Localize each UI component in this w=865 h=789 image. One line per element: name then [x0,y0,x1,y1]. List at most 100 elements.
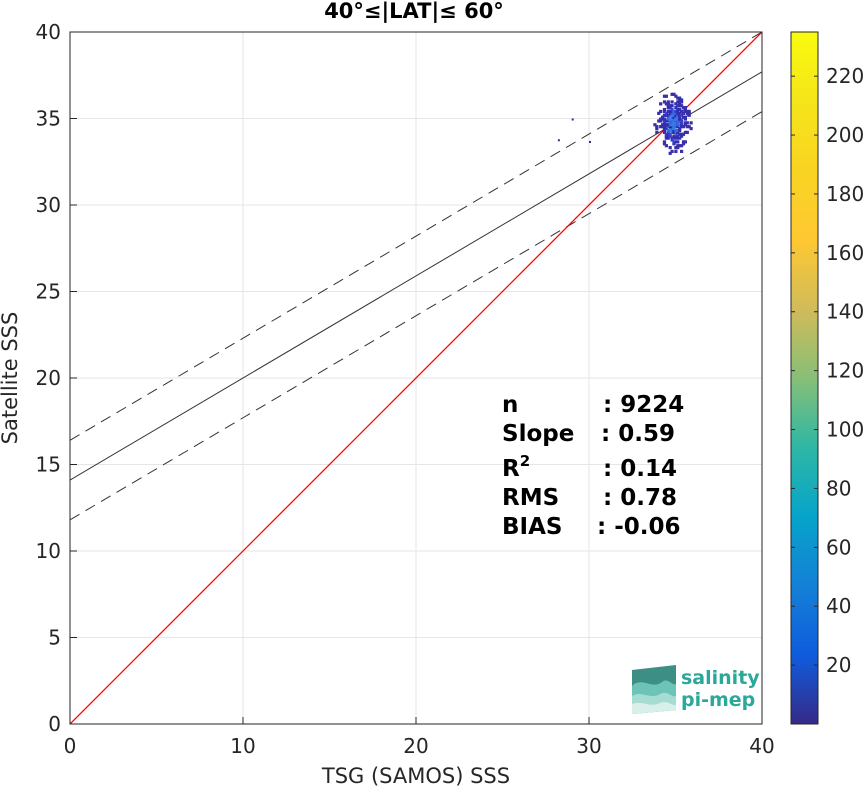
density-cell [664,94,668,98]
density-cell [678,115,682,119]
density-cell [666,125,670,129]
density-cell [666,106,670,110]
density-cell [676,100,680,104]
density-cell [662,125,667,129]
density-cell [664,123,668,127]
density-cell [683,130,688,134]
fit-lines [70,32,762,724]
density-cell [678,136,682,140]
colorbar-tick-label: 80 [826,476,851,500]
density-cell [672,130,676,134]
density-cell [670,104,674,108]
x-tick-label: 20 [403,734,428,758]
density-cell [668,125,672,129]
density-cell [670,138,674,142]
density-cell [676,140,680,144]
density-cell [672,119,676,123]
colorbar-tick-label: 20 [826,653,851,677]
x-tick-label: 10 [230,734,255,758]
outlier-point [589,140,591,143]
density-cell [662,142,667,146]
x-tick-label: 30 [576,734,601,758]
density-cell [672,113,676,117]
density-cell [674,115,678,119]
density-cell [674,111,678,115]
density-cell [678,104,682,108]
density-cell [681,125,686,129]
density-cell [672,123,676,127]
density-cell [681,106,686,110]
density-cell [672,142,676,146]
x-axis-label: TSG (SAMOS) SSS [321,764,510,788]
density-cell [679,134,684,138]
density-cell [681,115,686,119]
y-axis-label: Satellite SSS [0,312,22,445]
density-cell [670,107,674,112]
density-cell [678,144,682,148]
density-cell [662,126,667,131]
density-cell [672,125,676,129]
density-cell [683,107,688,112]
density-cell [668,132,672,136]
outlier-point [557,139,560,142]
density-cell [685,111,689,115]
colorbar-tick-label: 60 [826,535,851,559]
density-cell [670,121,674,125]
density-cell [664,119,668,123]
density-cell [664,144,668,148]
density-cell [676,119,680,123]
density-cell [672,111,676,115]
density-cell [672,128,676,133]
density-cell [674,106,678,110]
density-cell [660,125,665,129]
density-cell [662,117,667,121]
density-cell [666,123,670,127]
density-cell [672,121,676,125]
density-cell [668,151,672,155]
density-cell [676,109,680,114]
y-tick-label: 15 [36,453,61,477]
density-cluster [557,92,693,155]
density-cell [678,96,682,100]
density-cell [674,132,678,136]
colorbar-tick-label: 220 [826,64,864,88]
density-cell [672,109,676,114]
density-cell [662,107,667,112]
density-cell [674,94,678,98]
density-cell [662,94,667,98]
density-cell [666,119,670,123]
density-cell [687,111,691,115]
density-cell [666,104,670,108]
density-cell [676,146,680,150]
density-cell [674,109,678,114]
y-tick-label: 5 [48,626,61,650]
density-cell [666,134,670,138]
density-cell [676,104,680,108]
upper-band-line [70,32,762,441]
density-cell [664,132,668,136]
density-cell [666,132,670,136]
density-cell [674,134,678,138]
density-cell [672,117,676,121]
density-cell [674,125,678,129]
density-cell [670,125,674,129]
density-cell [678,121,682,125]
density-cell [668,104,672,108]
density-cell [672,115,676,119]
colorbar-tick-label: 160 [826,241,864,265]
density-cell [685,130,689,134]
density-cell [683,106,688,110]
density-cell [678,132,682,136]
density-cell [685,109,689,114]
density-cell [666,115,670,119]
density-cell [655,126,659,131]
density-cell [668,134,672,138]
density-cell [679,113,684,117]
density-cell [666,100,670,104]
wave-logo-icon [632,665,676,714]
density-cell [657,111,661,115]
density-cell [662,113,667,117]
colorbar-tick-label: 120 [826,359,864,383]
density-cell [679,144,684,148]
density-cell [685,121,689,125]
